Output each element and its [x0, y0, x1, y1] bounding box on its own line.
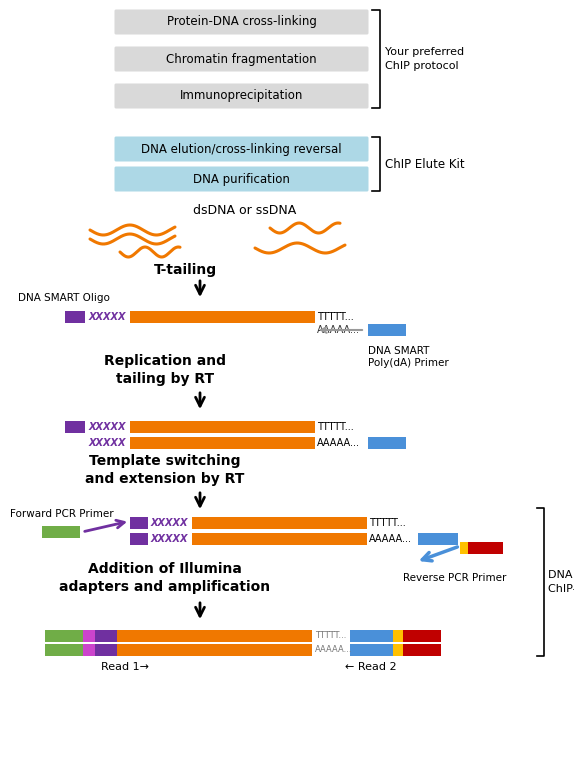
Text: TTTTT...: TTTTT... — [317, 312, 354, 322]
FancyBboxPatch shape — [114, 167, 369, 191]
FancyBboxPatch shape — [114, 9, 369, 35]
Bar — [65, 311, 85, 323]
Bar — [403, 630, 441, 642]
Text: Chromatin fragmentation: Chromatin fragmentation — [166, 52, 317, 65]
Bar — [130, 517, 148, 529]
Bar — [393, 644, 403, 656]
Bar — [403, 644, 441, 656]
Bar — [45, 644, 83, 656]
Bar — [117, 630, 312, 642]
Bar — [95, 630, 117, 642]
Text: Reverse PCR Primer: Reverse PCR Primer — [404, 573, 507, 583]
FancyBboxPatch shape — [114, 46, 369, 72]
Text: Read 1→: Read 1→ — [101, 662, 149, 672]
Bar — [83, 644, 95, 656]
Text: XXXXX: XXXXX — [88, 422, 126, 432]
Text: AAAAA...: AAAAA... — [315, 645, 352, 654]
Text: Your preferred
ChIP protocol: Your preferred ChIP protocol — [385, 48, 464, 71]
Bar — [45, 630, 83, 642]
Text: Immunoprecipitation: Immunoprecipitation — [180, 89, 303, 102]
Bar — [65, 421, 85, 433]
Bar — [130, 437, 315, 449]
Bar — [350, 644, 393, 656]
FancyBboxPatch shape — [114, 84, 369, 108]
Text: XXXXX: XXXXX — [88, 438, 126, 448]
Bar — [83, 630, 95, 642]
Bar — [130, 421, 315, 433]
Text: Replication and
tailing by RT: Replication and tailing by RT — [104, 354, 226, 386]
Bar — [192, 517, 367, 529]
Text: Template switching
and extension by RT: Template switching and extension by RT — [86, 454, 245, 486]
Bar — [192, 533, 367, 545]
Bar — [117, 644, 312, 656]
Bar — [130, 533, 148, 545]
Bar — [418, 533, 458, 545]
Text: T-tailing: T-tailing — [153, 263, 216, 277]
Text: DNA elution/cross-linking reversal: DNA elution/cross-linking reversal — [141, 142, 342, 155]
FancyBboxPatch shape — [114, 137, 369, 161]
Bar — [393, 630, 403, 642]
Text: AAAAA...: AAAAA... — [317, 325, 360, 335]
Text: DNA SMART
Poly(dA) Primer: DNA SMART Poly(dA) Primer — [368, 346, 449, 368]
Bar — [130, 311, 315, 323]
Text: ← Read 2: ← Read 2 — [345, 662, 397, 672]
Bar — [468, 542, 503, 554]
Text: AAAAA...: AAAAA... — [317, 438, 360, 448]
Bar — [460, 542, 468, 554]
Text: Protein-DNA cross-linking: Protein-DNA cross-linking — [166, 15, 316, 28]
Text: ChIP Elute Kit: ChIP Elute Kit — [385, 158, 464, 171]
Text: DNA SMART Oligo: DNA SMART Oligo — [18, 293, 110, 303]
Text: TTTTT...: TTTTT... — [369, 518, 406, 528]
Text: DNA purification: DNA purification — [193, 172, 290, 185]
Bar — [95, 644, 117, 656]
Text: AAAAA...: AAAAA... — [369, 534, 412, 544]
Bar — [350, 630, 393, 642]
Text: Addition of Illumina
adapters and amplification: Addition of Illumina adapters and amplif… — [60, 562, 270, 594]
Text: dsDNA or ssDNA: dsDNA or ssDNA — [193, 204, 297, 217]
Text: TTTTT...: TTTTT... — [315, 631, 346, 641]
Text: DNA SMART
ChIP-Seq Kit: DNA SMART ChIP-Seq Kit — [548, 571, 574, 594]
Text: TTTTT...: TTTTT... — [317, 422, 354, 432]
Bar — [368, 324, 406, 336]
Text: XXXXX: XXXXX — [151, 534, 188, 544]
Text: XXXXX: XXXXX — [151, 518, 188, 528]
Bar — [42, 526, 80, 538]
Text: Forward PCR Primer: Forward PCR Primer — [10, 509, 114, 519]
Bar — [368, 437, 406, 449]
Text: XXXXX: XXXXX — [88, 312, 126, 322]
